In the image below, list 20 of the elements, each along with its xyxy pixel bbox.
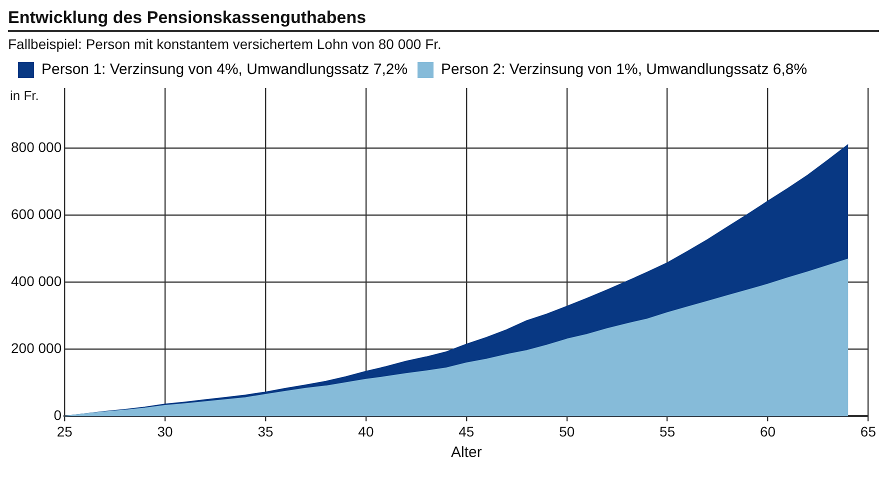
y-axis-title: in Fr. bbox=[10, 88, 39, 104]
chart-title: Entwicklung des Pensionskassenguthabens bbox=[8, 8, 879, 32]
x-axis-title: Alter bbox=[450, 444, 482, 462]
x-tick-label: 30 bbox=[157, 423, 174, 440]
chart-subtitle: Fallbeispiel: Person mit konstantem versichertem Lohn von 80 000 Fr. bbox=[8, 36, 442, 52]
x-tick-label: 60 bbox=[760, 423, 776, 440]
x-tick-label: 50 bbox=[559, 423, 575, 440]
legend-label: Person 1: Verzinsung von 4%, Umwandlungssatz 7,2% bbox=[42, 61, 408, 78]
x-tick-label: 25 bbox=[56, 423, 73, 440]
x-tick-label: 45 bbox=[458, 423, 474, 440]
x-tick-label: 35 bbox=[258, 423, 274, 440]
legend-label: Person 2: Verzinsung von 1%, Umwandlungssatz 6,8% bbox=[441, 61, 808, 78]
x-tick-label: 55 bbox=[660, 423, 676, 440]
y-tick-label: 600 000 bbox=[10, 206, 62, 222]
y-tick-label: 200 000 bbox=[10, 340, 62, 356]
x-tick-label: 65 bbox=[860, 423, 876, 440]
y-tick-label: 800 000 bbox=[10, 139, 62, 156]
y-tick-label: 0 bbox=[54, 407, 62, 424]
y-tick-label: 400 000 bbox=[10, 273, 62, 290]
x-tick-label: 40 bbox=[358, 423, 374, 440]
